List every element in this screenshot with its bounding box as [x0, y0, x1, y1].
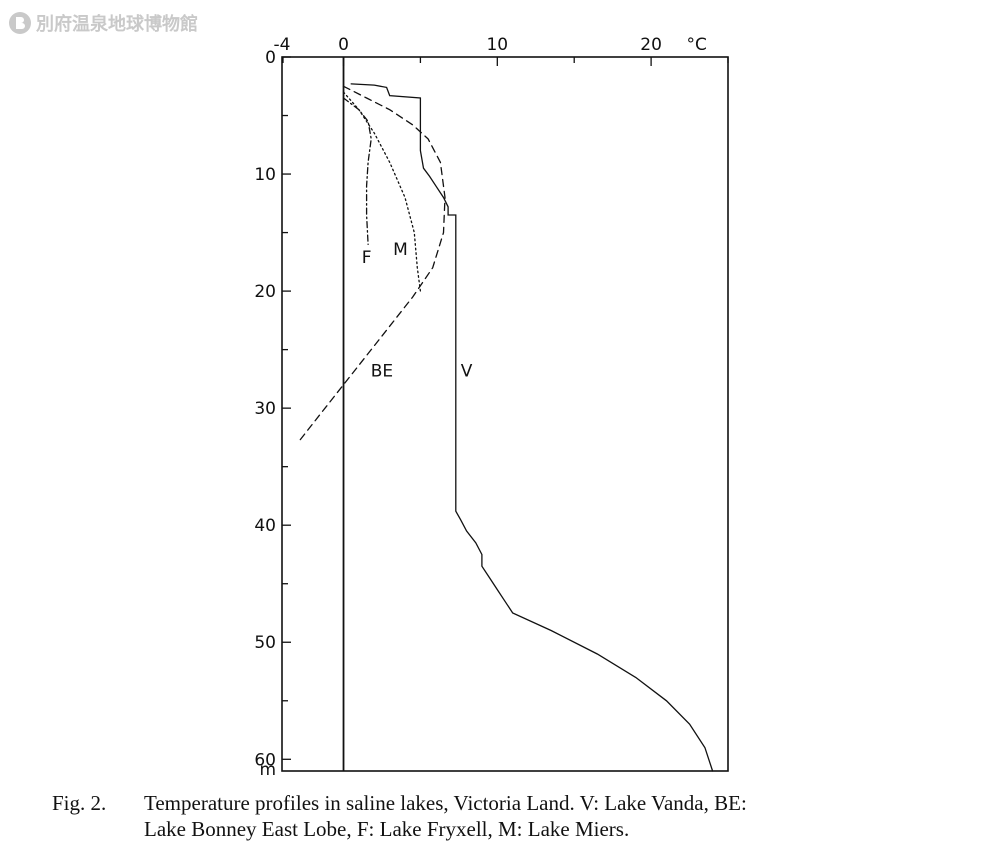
- series-label-v: V: [461, 362, 473, 382]
- series-label-f: F: [362, 248, 372, 268]
- y-tick-label: 50: [254, 633, 276, 653]
- plot-frame: [281, 56, 729, 772]
- y-tick-label: 0: [265, 48, 276, 68]
- y-tick-label: 60: [254, 750, 276, 770]
- figure-number: Fig. 2.: [52, 791, 107, 815]
- series-line-v: [350, 83, 714, 772]
- x-tick-label: 20: [640, 35, 662, 55]
- series-line-f: [342, 97, 372, 245]
- y-tick-label: 20: [254, 282, 276, 302]
- watermark: 別府温泉地球博物館: [8, 10, 198, 36]
- y-tick-label: 40: [254, 516, 276, 536]
- series-line-be: [296, 85, 446, 444]
- x-tick-label: 0: [338, 35, 349, 55]
- series-layer: [296, 83, 714, 772]
- series-line-m: [342, 91, 422, 292]
- x-tick-label: -4: [274, 35, 291, 55]
- x-axis-unit-label: °C: [686, 35, 706, 55]
- y-axis-unit-label: m: [259, 760, 276, 780]
- y-tick-label: 10: [254, 165, 276, 185]
- x-tick-label: 10: [486, 35, 508, 55]
- y-tick-label: 30: [254, 399, 276, 419]
- series-label-be: BE: [371, 362, 393, 382]
- caption-line-2: Lake Bonney East Lobe, F: Lake Fryxell, …: [144, 817, 630, 841]
- plot-border: [281, 56, 729, 772]
- label-layer: V BE F M: [362, 240, 473, 382]
- museum-logo-icon: [9, 12, 31, 34]
- caption-line-1: Temperature profiles in saline lakes, Vi…: [144, 791, 747, 815]
- figure-caption: Fig. 2. Temperature profiles in saline l…: [52, 790, 972, 842]
- watermark-text: 別府温泉地球博物館: [36, 14, 198, 35]
- series-label-m: M: [393, 240, 408, 260]
